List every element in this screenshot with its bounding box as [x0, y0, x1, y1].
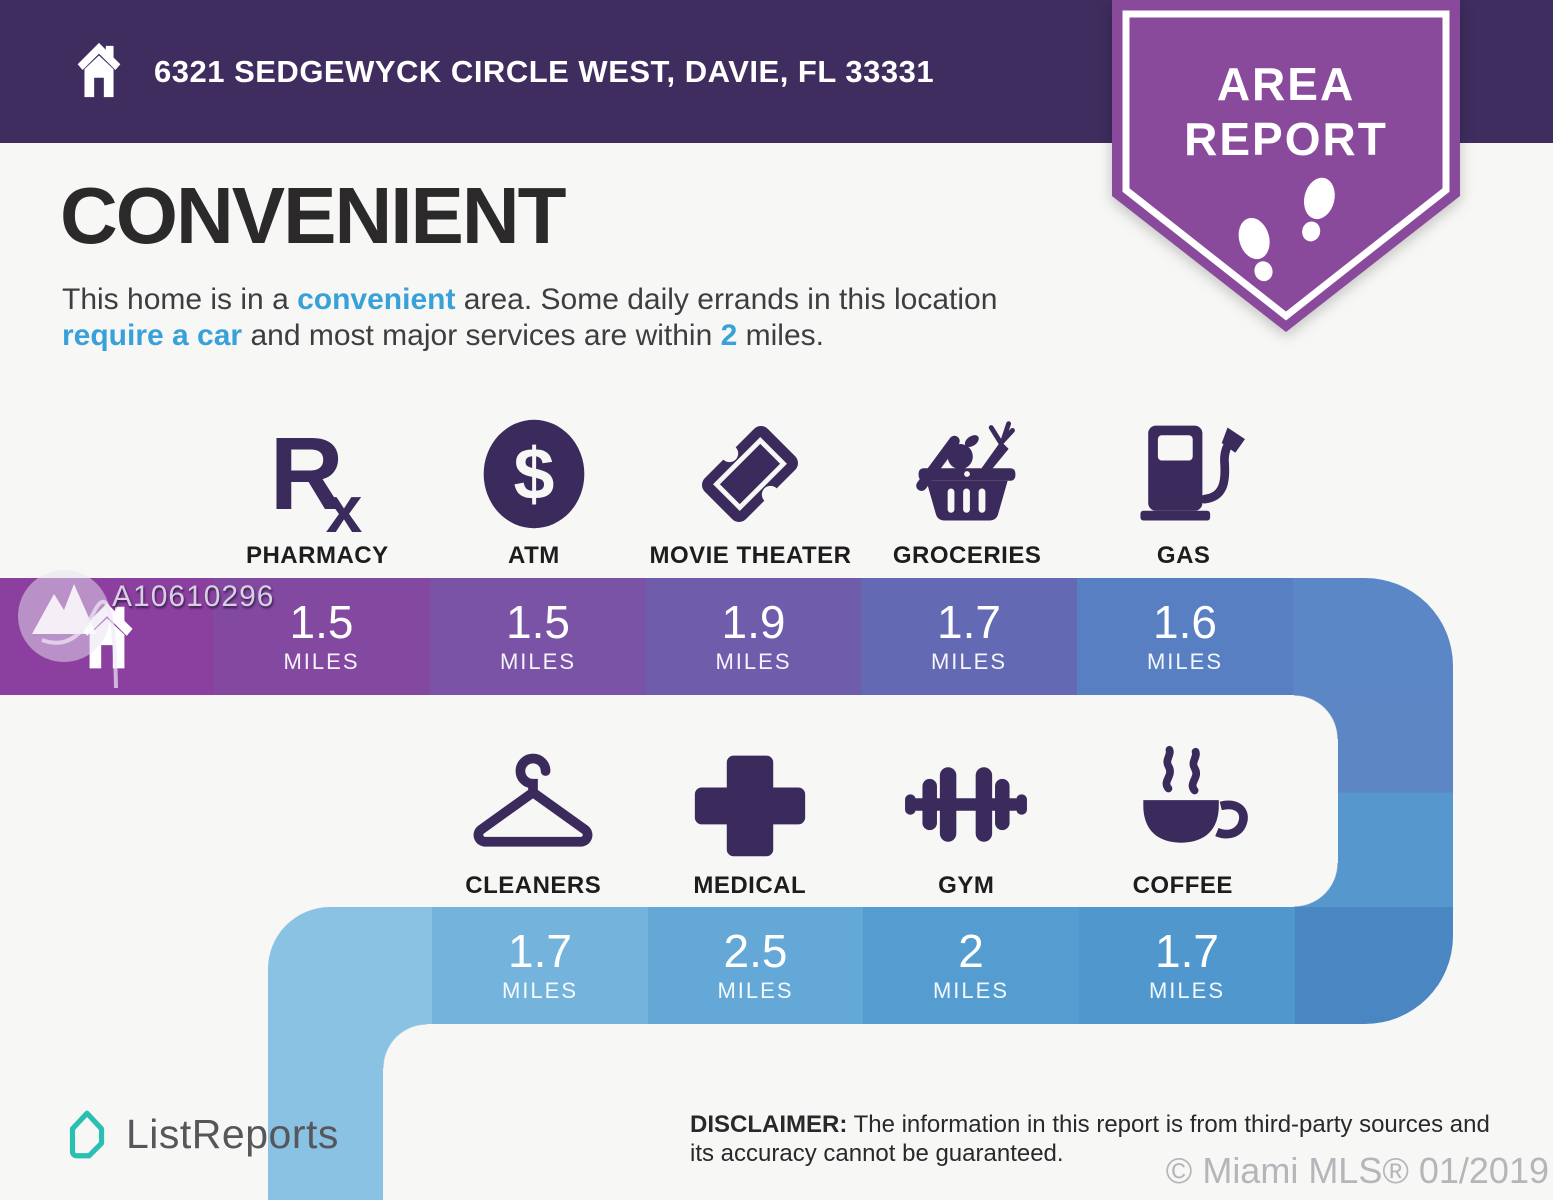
listreports-logo: ListReports — [62, 1106, 339, 1162]
movie-ticket-icon — [702, 426, 799, 522]
intro-t2: area. Some daily errands in this locatio… — [455, 283, 998, 316]
amenity-row-2: CLEANERS MEDICAL GYM — [425, 740, 1291, 900]
distance-unit: MILES — [930, 648, 1008, 674]
amenity-atm: $ ATM — [426, 404, 643, 570]
gas-pump-icon — [1140, 425, 1245, 521]
intro-t1: This home is in a — [62, 283, 298, 316]
footprints-icon — [1238, 177, 1335, 282]
distance-value: 1.5 — [289, 595, 354, 648]
amenity-groceries: GROCERIES — [859, 404, 1076, 570]
distance-segment: 1.9 MILES — [646, 578, 861, 695]
amenity-label: MOVIE THEATER — [649, 542, 852, 569]
distance-value: 1.9 — [721, 595, 786, 648]
disclaimer-label: DISCLAIMER: — [690, 1111, 848, 1138]
home-icon — [77, 42, 121, 98]
amenity-gas: GAS — [1075, 404, 1292, 570]
intro-t3: and most major services are within — [242, 319, 721, 352]
distance-value: 2 — [958, 924, 984, 977]
amenity-row-1: R x PHARMACY $ ATM MOVIE THEATER — [209, 404, 1292, 570]
mountain-logo-watermark — [18, 570, 118, 689]
distance-value: 1.7 — [937, 595, 1001, 648]
intro-text: This home is in a convenient area. Some … — [62, 282, 1062, 354]
listreports-house-icon — [69, 1110, 105, 1159]
listreports-wordmark: ListReports — [126, 1110, 339, 1157]
corner-fillet — [1294, 863, 1338, 907]
amenity-medical: MEDICAL — [642, 740, 859, 900]
svg-text:R: R — [270, 416, 344, 531]
right-connector-band — [1338, 694, 1453, 908]
amenity-cleaners: CLEANERS — [425, 740, 642, 900]
mls-watermark: A10610296 — [16, 568, 274, 698]
distance-segment: 1.7 MILES — [432, 907, 648, 1024]
page-title: CONVENIENT — [60, 171, 566, 260]
distance-value: 1.5 — [506, 595, 570, 648]
atm-dollar-icon: $ — [483, 419, 585, 529]
mls-credit-watermark: © Miami MLS® 01/2019 — [1165, 1150, 1549, 1191]
distance-unit: MILES — [499, 648, 577, 674]
medical-cross-icon — [694, 755, 805, 857]
intro-t4: miles. — [737, 319, 824, 352]
amenity-label: GYM — [938, 872, 995, 899]
distance-segment: 1.5 MILES — [430, 578, 646, 695]
amenity-pharmacy: R x PHARMACY — [209, 404, 426, 570]
badge-line1: AREA — [1217, 58, 1355, 110]
distance-value: 1.7 — [508, 924, 572, 977]
amenity-label: GAS — [1156, 542, 1211, 569]
dumbbell-icon — [905, 767, 1028, 842]
distance-unit: MILES — [717, 977, 794, 1003]
amenity-label: COFFEE — [1132, 872, 1233, 899]
highlight-2-miles: 2 — [720, 319, 738, 352]
distance-unit: MILES — [1148, 977, 1226, 1003]
bar-elbow — [1295, 907, 1453, 1024]
amenity-movie-theater: MOVIE THEATER — [642, 404, 859, 570]
distance-value: 1.6 — [1153, 595, 1217, 648]
mls-id-watermark: A10610296 — [112, 580, 275, 613]
distance-unit: MILES — [715, 648, 792, 674]
grocery-basket-icon — [916, 421, 1016, 521]
badge-line2: REPORT — [1184, 113, 1388, 165]
bar-elbow — [1293, 578, 1453, 695]
amenity-label: CLEANERS — [465, 872, 602, 899]
badge-inner-border — [1122, 10, 1450, 321]
distance-unit: MILES — [932, 977, 1010, 1003]
badge-pennant-shape — [1112, 0, 1460, 332]
amenity-label: MEDICAL — [693, 872, 807, 899]
distance-value: 2.5 — [723, 924, 788, 977]
distance-segment: 1.7 MILES — [1079, 907, 1295, 1024]
highlight-convenient: convenient — [297, 283, 456, 316]
svg-text:$: $ — [513, 432, 554, 515]
amenity-gym: GYM — [858, 740, 1075, 900]
distance-unit: MILES — [1146, 648, 1224, 674]
distance-value: 1.7 — [1155, 924, 1219, 977]
amenity-label: ATM — [508, 542, 560, 569]
highlight-require-a-car: require a car — [62, 319, 243, 352]
distance-segment: 2 MILES — [863, 907, 1079, 1024]
hanger-icon — [473, 753, 593, 847]
distance-unit: MILES — [283, 648, 360, 674]
distance-segment: 1.7 MILES — [861, 578, 1077, 695]
amenity-label: GROCERIES — [892, 542, 1042, 569]
distance-segment: 2.5 MILES — [648, 907, 863, 1024]
distance-segment: 1.5 MILES — [213, 578, 430, 695]
bar-elbow — [268, 907, 432, 1024]
corner-fillet — [383, 1024, 427, 1068]
amenity-coffee: COFFEE — [1075, 740, 1292, 900]
area-report-badge: AREA REPORT — [1112, 0, 1460, 332]
distance-unit: MILES — [501, 977, 579, 1003]
left-connector-band — [268, 1000, 383, 1200]
pharmacy-rx-icon: R x — [270, 416, 363, 534]
disclaimer-text: The information in this report is from t… — [690, 1111, 1490, 1167]
amenity-label: PHARMACY — [245, 542, 389, 569]
disclaimer: DISCLAIMER: The information in this repo… — [690, 1110, 1505, 1168]
distance-bar-row2: 1.7 MILES 2.5 MILES 2 MILES 1.7 MILES — [268, 907, 1453, 1024]
distance-segment: 1.6 MILES — [1077, 578, 1293, 695]
property-address: 6321 SEDGEWYCK CIRCLE WEST, DAVIE, FL 33… — [154, 54, 935, 89]
svg-text:x: x — [326, 472, 363, 534]
corner-fillet — [1294, 695, 1338, 739]
coffee-cup-icon — [1143, 745, 1248, 843]
